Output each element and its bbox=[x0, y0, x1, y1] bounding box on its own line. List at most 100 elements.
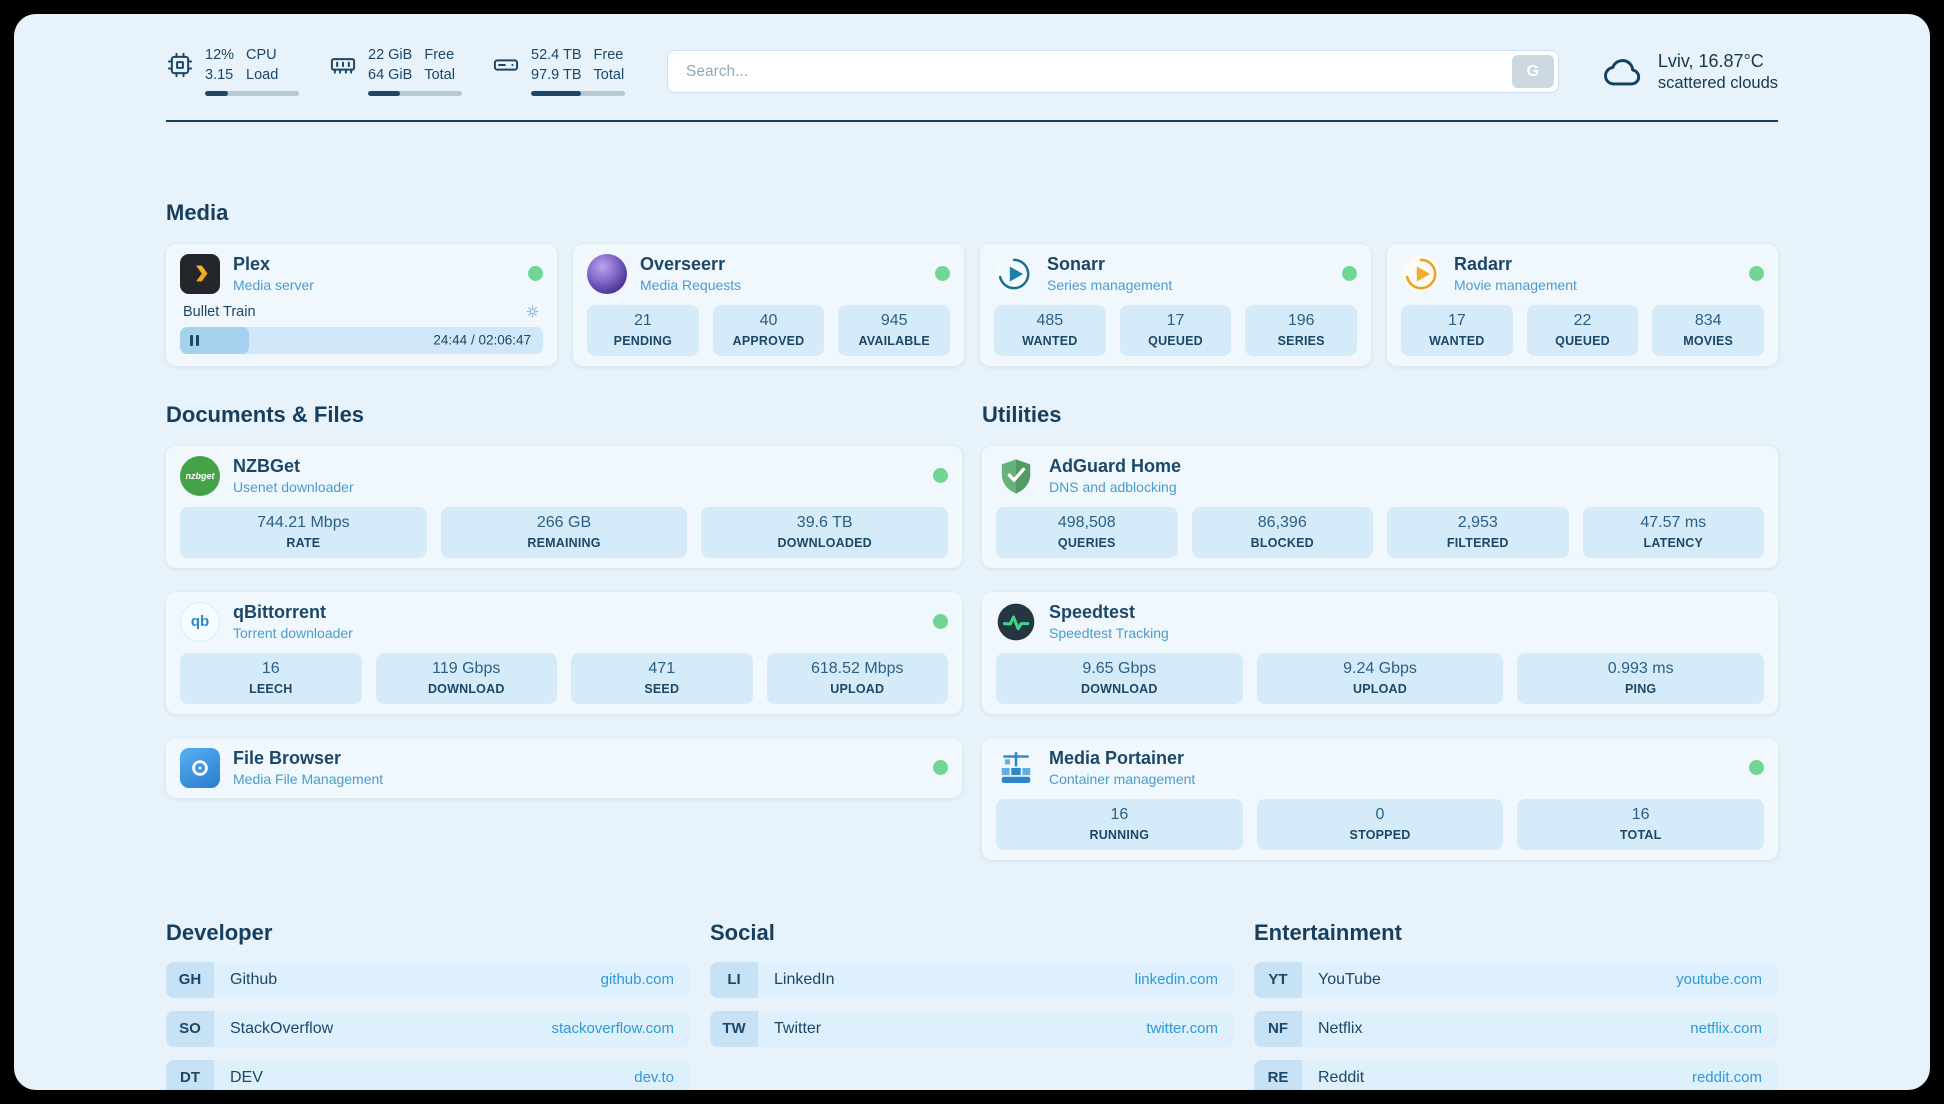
bookmark-stackoverflow[interactable]: SO StackOverflow stackoverflow.com bbox=[166, 1010, 690, 1047]
portainer-icon bbox=[996, 748, 1036, 788]
stat-tile: 17 QUEUED bbox=[1119, 304, 1232, 356]
qbittorrent-card[interactable]: qb qBittorrent Torrent downloader 16 LEE… bbox=[166, 591, 962, 714]
stat-tile: 9.65 Gbps DOWNLOAD bbox=[996, 652, 1243, 704]
status-dot bbox=[933, 468, 948, 484]
adguard-card-header: AdGuard Home DNS and adblocking bbox=[996, 456, 1764, 496]
bookmark-name: LinkedIn bbox=[774, 970, 835, 988]
speedtest-card[interactable]: Speedtest Speedtest Tracking 9.65 Gbps D… bbox=[982, 591, 1778, 714]
qbittorrent-stats: 16 LEECH 119 Gbps DOWNLOAD 471 SEED 61 bbox=[180, 652, 948, 704]
sonarr-card[interactable]: Sonarr Series management 485 WANTED 17 Q… bbox=[980, 243, 1371, 366]
stat-label: SERIES bbox=[1277, 333, 1325, 348]
bookmark-twitter[interactable]: TW Twitter twitter.com bbox=[710, 1010, 1234, 1047]
stat-tile: 744.21 Mbps RATE bbox=[180, 506, 427, 558]
playback-progress-bar[interactable]: 24:44 / 02:06:47 bbox=[180, 326, 543, 354]
overseerr-card[interactable]: Overseerr Media Requests 21 PENDING 40 A… bbox=[573, 243, 964, 366]
stat-label: SEED bbox=[644, 681, 680, 696]
bookmark-url[interactable]: reddit.com bbox=[1691, 1069, 1762, 1087]
stat-value: 21 bbox=[633, 311, 652, 329]
cpu-icon bbox=[166, 48, 194, 79]
bookmark-url[interactable]: netflix.com bbox=[1690, 1020, 1762, 1038]
stat-value: 16 bbox=[261, 659, 280, 677]
app-title-block: qBittorrent Torrent downloader bbox=[233, 602, 920, 641]
stat-value: 834 bbox=[1694, 311, 1722, 329]
stat-value: 47.57 ms bbox=[1640, 513, 1707, 531]
stat-value: 86,396 bbox=[1257, 513, 1307, 531]
dashboard-content: Media Plex Media server bbox=[14, 200, 1930, 1090]
stat-value: 0 bbox=[1375, 805, 1385, 823]
bookmark-youtube[interactable]: YT YouTube youtube.com bbox=[1254, 961, 1778, 998]
cpu-label: CPU bbox=[246, 47, 277, 63]
portainer-card[interactable]: Media Portainer Container management 16 … bbox=[982, 737, 1778, 860]
storage-widget: 52.4 TB 97.9 TB Free Total bbox=[492, 47, 625, 96]
stat-value: 9.24 Gbps bbox=[1343, 659, 1417, 677]
stat-label: PING bbox=[1624, 681, 1657, 696]
stat-tile: 16 LEECH bbox=[180, 652, 362, 704]
status-dot bbox=[1749, 266, 1764, 282]
bookmark-netflix[interactable]: NF Netflix netflix.com bbox=[1254, 1010, 1778, 1047]
app-subtitle: Speedtest Tracking bbox=[1049, 625, 1169, 642]
plex-card[interactable]: Plex Media server Bullet Train bbox=[166, 243, 557, 366]
stat-tile: 945 AVAILABLE bbox=[838, 304, 951, 356]
app-name: Sonarr bbox=[1047, 254, 1106, 275]
search-provider-button[interactable]: G bbox=[1511, 55, 1554, 89]
app-name: Radarr bbox=[1454, 254, 1513, 275]
bookmark-url[interactable]: github.com bbox=[600, 971, 674, 989]
app-name: Overseerr bbox=[640, 254, 726, 275]
memory-free-label: Free bbox=[424, 47, 455, 63]
bookmark-dev[interactable]: DT DEV dev.to bbox=[166, 1059, 690, 1090]
stat-value: 16 bbox=[1631, 805, 1650, 823]
filebrowser-card[interactable]: File Browser Media File Management bbox=[166, 737, 962, 798]
storage-progress-fill bbox=[531, 90, 581, 96]
app-subtitle: Media Requests bbox=[640, 277, 742, 294]
bookmark-badge: RE bbox=[1254, 1059, 1302, 1090]
stat-label: TOTAL bbox=[1619, 827, 1662, 842]
search-input[interactable] bbox=[667, 50, 1559, 94]
dashboard-page: 12% 3.15 CPU Load bbox=[14, 14, 1930, 1090]
pause-button[interactable] bbox=[180, 326, 249, 354]
stat-tile: 196 SERIES bbox=[1245, 304, 1358, 356]
stat-label: QUERIES bbox=[1057, 535, 1116, 550]
bookmark-linkedin[interactable]: LI LinkedIn linkedin.com bbox=[710, 961, 1234, 998]
hdd-icon bbox=[492, 48, 520, 79]
stat-tile: 834 MOVIES bbox=[1652, 304, 1765, 356]
stat-value: 119 Gbps bbox=[432, 659, 501, 677]
app-subtitle: Torrent downloader bbox=[233, 625, 353, 642]
radarr-card[interactable]: Radarr Movie management 17 WANTED 22 QUE… bbox=[1387, 243, 1778, 366]
qbittorrent-icon: qb bbox=[180, 601, 220, 642]
bookmark-badge: LI bbox=[710, 961, 758, 998]
bookmark-github[interactable]: GH Github github.com bbox=[166, 961, 690, 998]
gear-icon[interactable] bbox=[525, 304, 540, 319]
cloud-icon bbox=[1601, 50, 1645, 94]
overseerr-card-header: Overseerr Media Requests bbox=[587, 253, 950, 294]
radarr-stats: 17 WANTED 22 QUEUED 834 MOVIES bbox=[1401, 304, 1765, 356]
bookmark-badge: YT bbox=[1254, 961, 1302, 998]
stat-label: QUEUED bbox=[1555, 333, 1610, 348]
app-name: NZBGet bbox=[233, 456, 300, 477]
app-name: File Browser bbox=[233, 748, 342, 769]
bookmark-name: Reddit bbox=[1318, 1068, 1365, 1086]
nzbget-card-header: nzbget NZBGet Usenet downloader bbox=[180, 455, 948, 496]
bookmark-url[interactable]: linkedin.com bbox=[1134, 971, 1218, 989]
bookmark-reddit[interactable]: RE Reddit reddit.com bbox=[1254, 1059, 1778, 1090]
stat-value: 17 bbox=[1166, 311, 1185, 329]
speedtest-stats: 9.65 Gbps DOWNLOAD 9.24 Gbps UPLOAD 0.99… bbox=[996, 652, 1765, 704]
pause-icon bbox=[190, 334, 193, 346]
nzbget-card[interactable]: nzbget NZBGet Usenet downloader 744.21 M… bbox=[166, 445, 962, 568]
adguard-card[interactable]: AdGuard Home DNS and adblocking 498,508 … bbox=[982, 445, 1778, 568]
stat-value: 471 bbox=[648, 659, 676, 677]
stat-tile: 16 TOTAL bbox=[1517, 798, 1765, 850]
bookmark-url[interactable]: twitter.com bbox=[1146, 1020, 1218, 1038]
bookmark-name: Netflix bbox=[1318, 1019, 1363, 1037]
bookmark-url[interactable]: youtube.com bbox=[1676, 971, 1762, 989]
stat-value: 40 bbox=[759, 311, 778, 329]
bookmark-url[interactable]: dev.to bbox=[634, 1069, 674, 1087]
bookmark-name: DEV bbox=[230, 1068, 263, 1086]
bookmark-url[interactable]: stackoverflow.com bbox=[551, 1020, 674, 1038]
memory-free-value: 22 GiB bbox=[368, 47, 413, 63]
stat-value: 39.6 TB bbox=[796, 513, 853, 531]
documents-column: Documents & Files nzbget NZBGet Usenet d… bbox=[166, 402, 962, 860]
status-dot bbox=[933, 760, 948, 776]
stat-label: UPLOAD bbox=[830, 681, 885, 696]
section-title-documents: Documents & Files bbox=[166, 401, 365, 427]
weather-text: Lviv, 16.87°C scattered clouds bbox=[1658, 50, 1778, 93]
